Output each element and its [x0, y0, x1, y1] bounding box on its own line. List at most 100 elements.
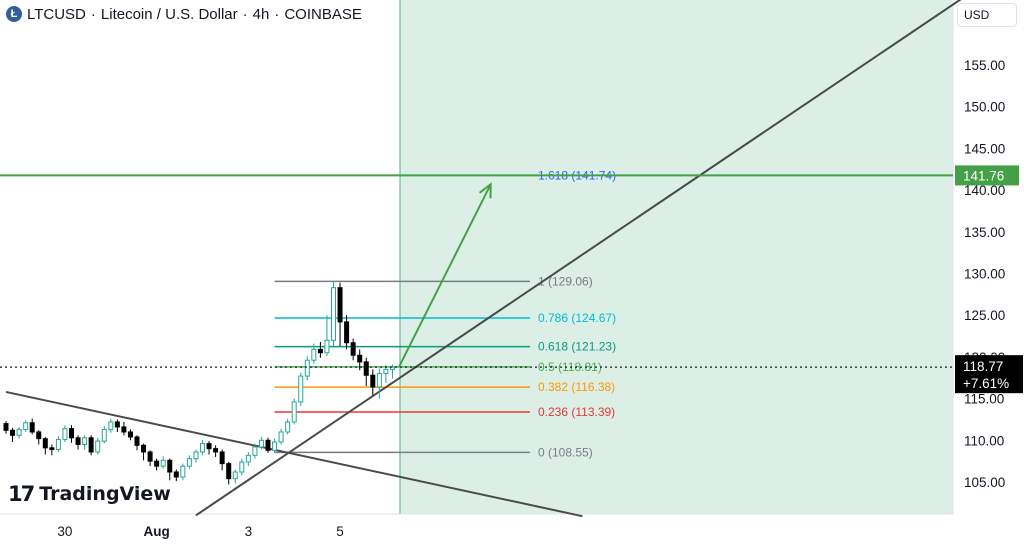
candle [55, 436, 61, 452]
candle-body [232, 471, 238, 480]
candle [75, 435, 81, 450]
tradingview-mark-icon: 17 [8, 482, 35, 506]
time-tick-label: Aug [144, 524, 170, 539]
candle [180, 463, 186, 481]
candle-body [324, 339, 330, 354]
candle [127, 429, 133, 441]
target-price-badge [955, 165, 1019, 186]
candle-body [88, 437, 94, 453]
candle [108, 418, 114, 433]
symbol-name[interactable]: LTCUSD [27, 5, 86, 23]
candle-body [265, 439, 271, 451]
candle [101, 426, 107, 444]
candle [134, 435, 140, 451]
candle-body [49, 447, 55, 450]
price-tick-label: 110.00 [964, 433, 1004, 448]
candle [219, 449, 225, 471]
candle-body [121, 426, 127, 433]
candle [62, 425, 68, 442]
fib-label-0-5: 0.5 (118.81) [538, 360, 602, 374]
price-tick-label: 155.00 [964, 58, 1005, 73]
candle [304, 356, 310, 381]
projection-arrow [398, 183, 492, 368]
candle [331, 281, 336, 347]
candle-body [363, 361, 369, 376]
candle-body [147, 451, 153, 462]
currency-button[interactable]: USD [957, 3, 1017, 27]
price-tick-label: 150.00 [964, 100, 1005, 115]
candle [272, 438, 278, 453]
candle-body [167, 459, 173, 473]
candle [376, 368, 382, 399]
candle-body [75, 437, 81, 445]
exchange-label: COINBASE [284, 5, 362, 23]
candle-body [200, 443, 205, 453]
price-tick-label: 130.00 [964, 267, 1005, 282]
candle [206, 441, 212, 455]
candle [383, 365, 389, 383]
fib-label-0-618: 0.618 (121.23) [538, 340, 616, 354]
separator: · [274, 5, 280, 23]
time-tick-label: 30 [57, 524, 72, 539]
candle [232, 469, 238, 484]
candle-body [42, 438, 48, 449]
candle [357, 349, 363, 371]
candle [154, 458, 160, 471]
candle-body [23, 422, 29, 430]
candle-body [213, 448, 219, 453]
candle [186, 455, 192, 469]
candle [350, 338, 356, 361]
candle-body [10, 429, 16, 436]
descending-trendline [5, 390, 583, 518]
tradingview-logo[interactable]: 17 TradingView [8, 482, 171, 506]
tradingview-wordmark: TradingView [39, 483, 171, 505]
fib-label-0-786: 0.786 (124.67) [538, 311, 616, 325]
candle-body [291, 401, 297, 423]
candle [141, 443, 147, 461]
candle [226, 461, 232, 485]
candle-body [245, 454, 251, 463]
candle-body [239, 461, 245, 473]
fib-label-0-236: 0.236 (113.39) [538, 405, 615, 419]
candle-body [154, 460, 160, 467]
separator: · [90, 5, 96, 23]
candle-body [226, 463, 232, 480]
candle [10, 427, 16, 442]
chart-header[interactable]: Ł LTCUSD · Litecoin / U.S. Dollar · 4h ·… [6, 4, 362, 24]
ascending-trendline [195, 0, 962, 517]
price-change-label: +7.61% [963, 376, 1009, 391]
candle [193, 449, 199, 463]
candle-body [134, 436, 140, 446]
candle-body [298, 375, 304, 403]
candle [317, 341, 323, 358]
candle-body [272, 441, 278, 451]
candle [29, 418, 35, 435]
candle-body [127, 431, 133, 438]
candle [82, 435, 88, 450]
candle-body [3, 423, 9, 431]
time-tick-label: 5 [336, 524, 344, 539]
candle [213, 445, 219, 457]
candle [252, 443, 258, 459]
candle [370, 369, 376, 396]
candle [147, 450, 153, 467]
candle [160, 456, 166, 469]
interval-label[interactable]: 4h [252, 5, 270, 23]
candle-body [141, 444, 147, 453]
candle-body [285, 421, 291, 433]
candle-body [173, 471, 179, 478]
candle-body [114, 421, 120, 428]
price-tick-label: 105.00 [964, 475, 1005, 490]
candle-body [376, 373, 382, 388]
candle-body [337, 287, 343, 323]
candle [16, 426, 22, 439]
candle-body [16, 428, 22, 436]
candle-body [186, 458, 192, 467]
candle-body [62, 428, 68, 440]
candle-body [55, 438, 61, 450]
fib-label-0-382: 0.382 (116.38) [538, 380, 615, 394]
candle [3, 421, 9, 434]
candle-body [278, 431, 284, 443]
candle-body [101, 428, 107, 442]
